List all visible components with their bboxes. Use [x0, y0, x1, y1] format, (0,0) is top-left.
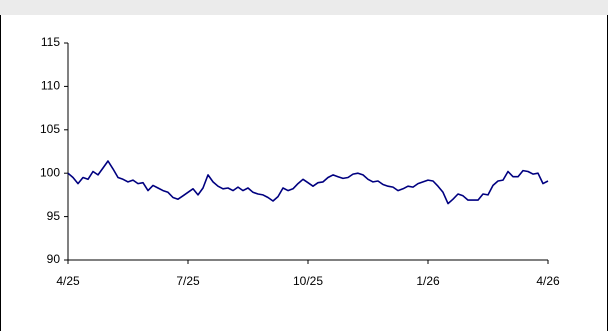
y-tick-label: 100	[40, 165, 60, 179]
header-band	[0, 0, 608, 15]
y-tick-label: 110	[41, 79, 60, 93]
x-tick-label: 1/26	[416, 274, 440, 288]
x-tick-label: 4/26	[536, 274, 560, 288]
x-tick-label: 7/25	[176, 274, 200, 288]
x-tick-label: 4/25	[56, 274, 80, 288]
y-tick-label: 105	[40, 122, 60, 136]
line-series	[67, 160, 549, 205]
y-tick-label: 115	[41, 35, 60, 49]
y-tick-label: 95	[47, 209, 61, 223]
y-tick-label: 90	[47, 252, 61, 266]
x-tick-label: 10/25	[293, 274, 323, 288]
